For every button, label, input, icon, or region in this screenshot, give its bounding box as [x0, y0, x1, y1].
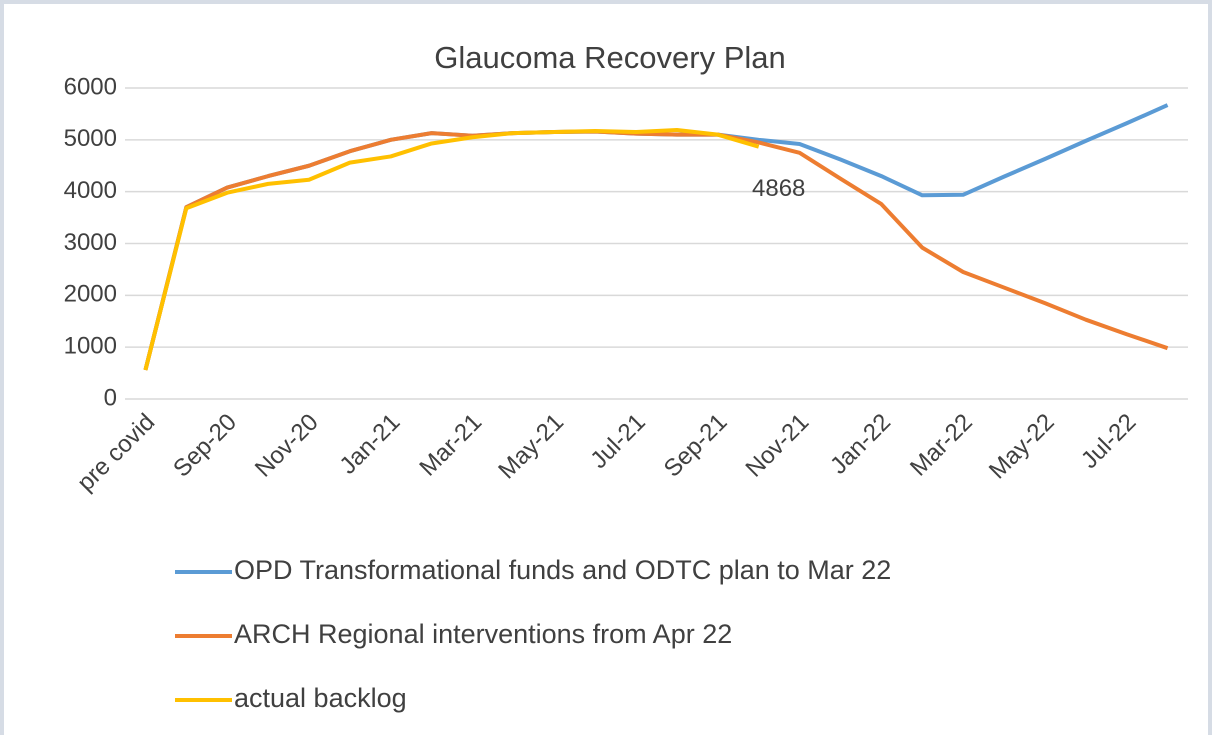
- y-tick-label: 3000: [64, 229, 117, 256]
- legend-label: OPD Transformational funds and ODTC plan…: [234, 555, 891, 585]
- legend-label: actual backlog: [234, 683, 407, 713]
- series-line: [143, 129, 1169, 371]
- y-tick-label: 4000: [64, 177, 117, 204]
- data-label: 4868: [752, 175, 805, 202]
- y-tick-label: 0: [104, 384, 117, 411]
- series-line: [143, 127, 760, 371]
- legend-label: ARCH Regional interventions from Apr 22: [234, 619, 732, 649]
- y-tick-label: 6000: [64, 73, 117, 100]
- y-tick-label: 5000: [64, 125, 117, 152]
- y-tick-label: 2000: [64, 281, 117, 308]
- y-tick-label: 1000: [64, 333, 117, 360]
- chart-title: Glaucoma Recovery Plan: [434, 40, 786, 75]
